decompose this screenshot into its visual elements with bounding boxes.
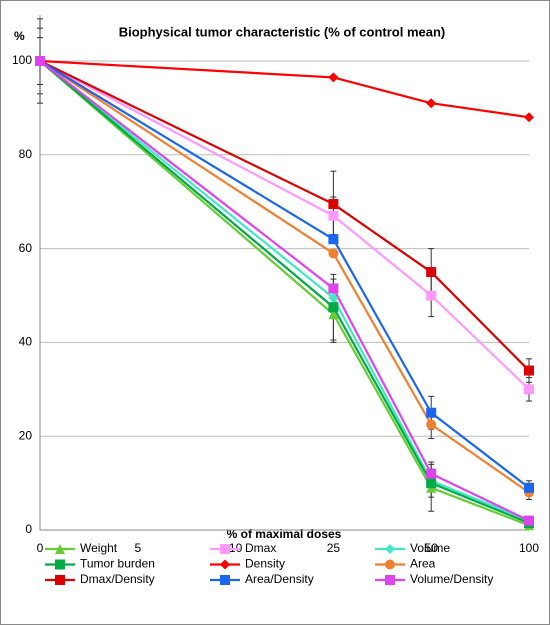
series-segment (332, 306, 433, 484)
legend-marker (55, 544, 65, 554)
legend-marker (220, 544, 230, 554)
legend-marker (385, 559, 395, 570)
point (328, 283, 339, 294)
series-segment (39, 60, 335, 255)
legend-marker (220, 575, 230, 585)
y-tick-label: 60 (19, 241, 33, 255)
series-segment (332, 238, 433, 414)
legend-label: Dmax/Density (80, 572, 155, 586)
series-segment (430, 423, 530, 494)
point (524, 365, 534, 376)
point (426, 267, 437, 278)
series-segment (430, 482, 530, 524)
series-segment (332, 203, 432, 273)
y-tick-label: 20 (19, 428, 33, 442)
series-segment (430, 411, 530, 489)
x-axis-label: % of maximal doses (227, 527, 342, 541)
legend-marker (385, 544, 395, 554)
series-segment (430, 294, 530, 391)
point (35, 56, 45, 66)
point (426, 468, 437, 479)
series-segment (39, 60, 334, 241)
y-tick-label: 0 (25, 522, 32, 536)
legend-label: Area (410, 557, 436, 571)
series-segment (39, 60, 334, 217)
x-tick-label: 0 (37, 541, 44, 555)
series-segment (430, 472, 530, 522)
series-segment (332, 313, 433, 489)
chart-title: Biophysical tumor characteristic (% of c… (119, 24, 446, 39)
point (328, 302, 339, 313)
x-tick-label: 50 (425, 541, 439, 555)
series-segment (431, 102, 530, 119)
y-tick-label: 40 (19, 335, 33, 349)
legend-label: Volume (410, 541, 450, 555)
point (328, 210, 339, 221)
point (426, 478, 437, 489)
series-segment (39, 60, 335, 290)
point (328, 72, 339, 83)
x-tick-label: 5 (134, 541, 141, 555)
point (328, 292, 339, 303)
series-segment (430, 486, 530, 527)
legend-marker (55, 559, 65, 570)
x-tick-label: 25 (327, 541, 341, 555)
point (328, 248, 339, 259)
y-axis-label: % (14, 29, 25, 43)
series-segment (332, 214, 432, 297)
series-segment (39, 60, 334, 206)
series-segment (39, 60, 335, 299)
point (524, 112, 534, 123)
point (426, 419, 437, 430)
legend-marker (220, 559, 230, 570)
point (524, 482, 534, 493)
point (524, 384, 534, 395)
legend-label: Dmax (245, 541, 276, 555)
y-tick-label: 80 (19, 147, 33, 161)
point (426, 98, 437, 109)
point (426, 290, 437, 301)
point (426, 407, 437, 418)
legend-label: Tumor burden (80, 557, 155, 571)
legend-label: Weight (80, 541, 118, 555)
legend-label: Density (245, 557, 285, 571)
series-segment (430, 271, 530, 372)
legend-label: Area/Density (245, 572, 314, 586)
series-segment (39, 59, 334, 79)
point (328, 309, 339, 320)
series-segment (39, 60, 335, 309)
legend-marker (55, 575, 65, 585)
series-segment (332, 252, 433, 426)
legend-marker (385, 575, 395, 585)
series-segment (332, 287, 433, 475)
legend-label: Volume/Density (410, 572, 493, 586)
point (524, 515, 534, 526)
x-tick-label: 100 (519, 541, 539, 555)
point (328, 234, 339, 245)
y-tick-label: 100 (12, 53, 32, 67)
series-segment (333, 76, 432, 105)
series-segment (332, 297, 433, 482)
point (328, 199, 339, 210)
